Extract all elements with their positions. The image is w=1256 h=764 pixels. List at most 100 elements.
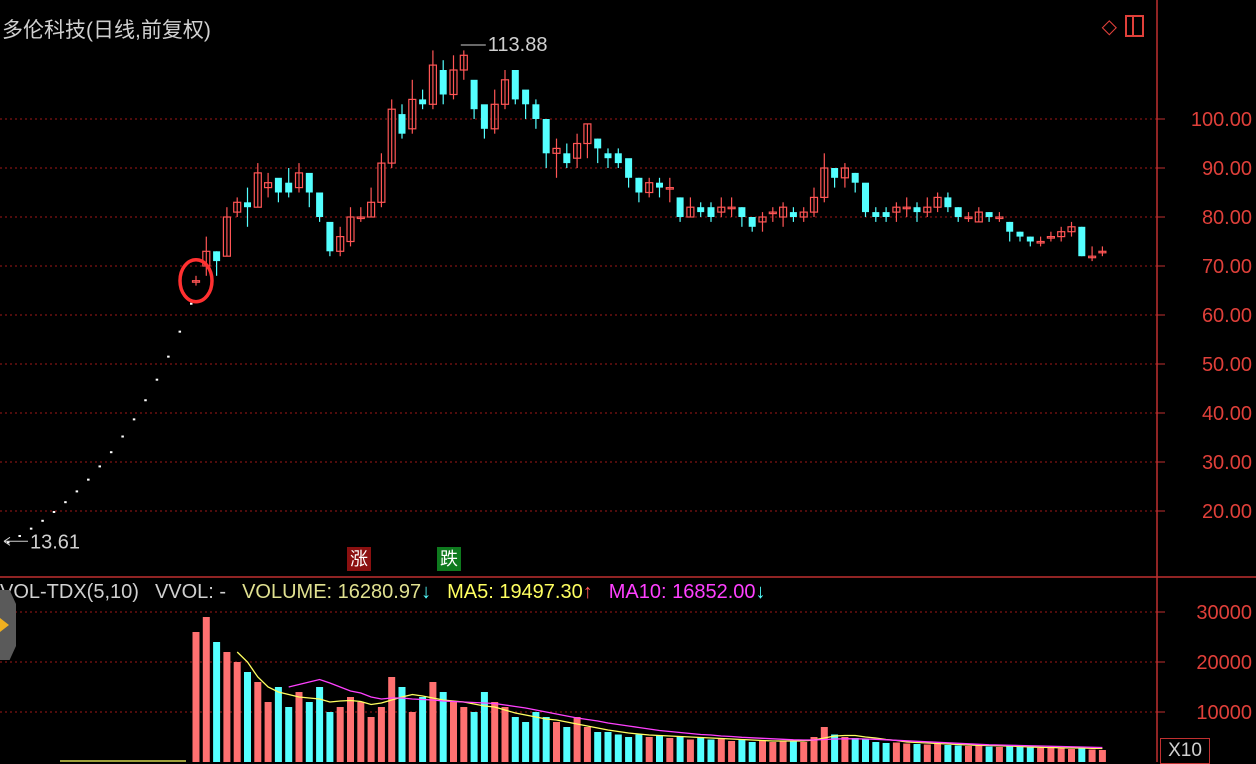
volume-bar-up <box>347 697 354 762</box>
vvol-value: VVOL: - <box>154 581 227 603</box>
candle-body-down <box>872 212 880 217</box>
volume-bar-down <box>738 740 746 762</box>
candle-body-up <box>449 69 458 96</box>
candlesticks <box>191 50 1107 286</box>
volume-bar-up <box>903 743 911 762</box>
candle-body-up <box>387 108 396 164</box>
volume-bar-up <box>728 741 736 762</box>
candle-body-up <box>346 216 355 243</box>
highlight-circle <box>178 257 214 304</box>
candle-body-down <box>522 89 530 105</box>
candle-body-down <box>511 70 519 100</box>
ipo-price-dot <box>109 451 113 454</box>
volume-indicator-header: VOL-TDX(5,10) VVOL: - VOLUME: 16280.97↓ MA5… <box>0 581 782 604</box>
candle-body-up <box>552 147 561 154</box>
volume-axis-label: 30000 <box>1196 602 1252 624</box>
ipo-price-dot <box>29 527 33 530</box>
candle-body-down <box>563 153 571 164</box>
candle-body-up <box>820 167 829 198</box>
candle-body-down <box>274 177 282 193</box>
ipo-price-dot <box>64 501 67 504</box>
price-axis-label: 100.00 <box>1191 109 1252 131</box>
volume-bar-down <box>635 734 643 762</box>
candle-body-down <box>862 182 869 213</box>
ma5-up-arrow-icon: ↑ <box>582 581 593 603</box>
volume-bar-down <box>676 737 684 762</box>
candle-body-up <box>727 206 736 210</box>
volume-bar-down <box>872 742 880 762</box>
volume-bar-up <box>717 739 725 762</box>
candle-body-down <box>614 153 622 164</box>
volume-bar-down <box>532 712 540 762</box>
volume-bar-up <box>975 745 983 762</box>
candle-body-up <box>758 216 767 223</box>
volume-bar-down <box>862 739 869 762</box>
candle-body-down <box>954 207 962 217</box>
volume-bar-up <box>429 682 437 762</box>
volume-bar-up <box>223 652 231 762</box>
ipo-series <box>7 302 193 544</box>
candle-body-down <box>213 251 221 262</box>
candle-body-up <box>995 216 1004 220</box>
candle-body-up <box>500 79 510 105</box>
low-price-label: 13.61 <box>30 531 80 553</box>
volume-bar-up <box>357 702 365 762</box>
candle-body-up <box>1057 231 1066 238</box>
price-axis-label: 80.00 <box>1202 207 1252 229</box>
volume-bar-down <box>1026 747 1034 762</box>
volume-bar-up <box>501 707 509 762</box>
candle-body-down <box>707 207 715 217</box>
volume-bar-up <box>820 727 828 762</box>
side-expand-tab[interactable] <box>0 590 16 660</box>
candle-body-up <box>459 54 468 71</box>
ipo-price-dot <box>178 330 182 333</box>
candle-body-down <box>625 158 633 178</box>
volume-bar-up <box>1098 750 1106 762</box>
price-axis-label: 20.00 <box>1202 501 1252 523</box>
volume-bar-down <box>398 687 406 762</box>
candle-body-down <box>738 207 746 217</box>
ipo-price-dot <box>52 510 56 513</box>
volume-bar-down <box>882 743 890 762</box>
candle-body-down <box>748 217 756 227</box>
volume-bar-down <box>748 742 756 762</box>
ipo-price-dot <box>87 478 90 481</box>
volume-bar-up <box>202 617 210 762</box>
candle-body-up <box>356 216 365 220</box>
split-window-icon[interactable] <box>1125 15 1144 37</box>
volume-bar-down <box>831 734 839 762</box>
candle-body-down <box>305 172 313 193</box>
candle-body-up <box>686 206 695 218</box>
candle-body-up <box>778 206 788 218</box>
candle-body-down <box>656 182 663 188</box>
volume-bar-up <box>460 707 468 762</box>
candle-body-down <box>470 79 478 110</box>
candle-body-down <box>594 138 602 149</box>
ipo-price-dot <box>121 435 124 438</box>
candle-body-down <box>326 221 334 252</box>
candle-body-down <box>398 114 406 134</box>
volume-bar-down <box>594 732 602 762</box>
volume-bar-down <box>563 727 571 762</box>
volume-bar-up <box>233 662 241 762</box>
ipo-price-dot <box>41 519 44 522</box>
scale-x10-button[interactable]: X10 <box>1160 738 1210 764</box>
candle-body-up <box>923 206 932 213</box>
volume-bar-down <box>274 687 282 762</box>
diamond-icon[interactable]: ◇ <box>1101 16 1117 38</box>
volume-bar-up <box>450 702 457 762</box>
grid-lines <box>0 118 1157 713</box>
candle-body-up <box>233 201 242 213</box>
fall-flag[interactable]: 跌 <box>437 547 461 571</box>
volume-bar-down <box>285 707 293 762</box>
candle-body-up <box>1036 240 1045 244</box>
indicator-name[interactable]: VOL-TDX(5,10) <box>0 581 139 603</box>
candle-body-up <box>665 187 674 190</box>
rise-flag[interactable]: 涨 <box>347 547 371 571</box>
candle-body-down <box>1006 221 1014 232</box>
volume-bar-up <box>1068 749 1075 762</box>
volume-bar-up <box>408 712 416 762</box>
ma10-down-arrow-icon: ↓ <box>755 581 766 603</box>
candle-body-down <box>676 197 684 217</box>
